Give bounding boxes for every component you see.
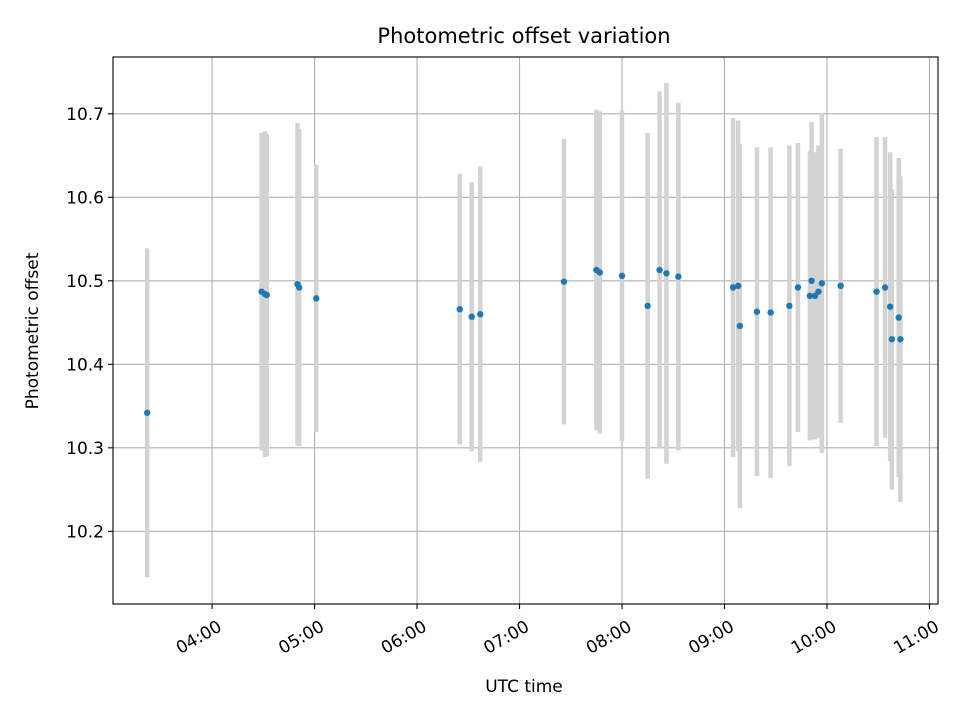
- data-point: [560, 278, 568, 285]
- y-axis-label: Photometric offset: [23, 252, 43, 409]
- data-point: [644, 302, 651, 310]
- data-point: [808, 277, 815, 285]
- data-point: [456, 306, 463, 313]
- y-tick-label: 10.2: [66, 522, 104, 542]
- data-point: [734, 282, 742, 290]
- data-point: [753, 308, 761, 315]
- y-tick-label: 10.3: [66, 439, 104, 459]
- data-point: [873, 288, 880, 295]
- y-tick-label: 10.7: [66, 105, 104, 125]
- data-point: [897, 336, 904, 343]
- data-point: [675, 273, 682, 280]
- data-point: [729, 284, 737, 291]
- data-point: [818, 280, 826, 287]
- data-point: [888, 336, 896, 343]
- y-axis-ticks: 10.2 10.3 10.4 10.5 10.6 10.7: [66, 105, 113, 542]
- data-point: [786, 302, 793, 310]
- y-tick-label: 10.5: [66, 272, 104, 292]
- data-point: [881, 284, 889, 291]
- axes-frame: [112, 56, 939, 605]
- data-point: [663, 270, 670, 277]
- data-point: [468, 313, 475, 320]
- y-tick-label: 10.6: [66, 188, 104, 208]
- data-point: [477, 311, 484, 318]
- data-point: [794, 284, 802, 291]
- data-point: [815, 288, 822, 295]
- data-point: [886, 303, 894, 310]
- data-points: [143, 266, 904, 416]
- data-point: [656, 266, 663, 274]
- data-point: [263, 291, 270, 299]
- y-tick-label: 10.4: [66, 355, 104, 375]
- data-point: [767, 309, 774, 316]
- data-point: [295, 284, 303, 291]
- chart-title: Photometric offset variation: [377, 24, 670, 48]
- data-point: [143, 409, 151, 416]
- x-axis-label: UTC time: [485, 677, 563, 697]
- data-point: [313, 295, 320, 302]
- data-point: [736, 322, 744, 330]
- data-point: [895, 314, 902, 321]
- data-point: [618, 272, 626, 279]
- grid: [113, 57, 938, 604]
- data-point: [837, 282, 844, 290]
- data-point: [596, 269, 604, 276]
- data-point: [806, 292, 814, 300]
